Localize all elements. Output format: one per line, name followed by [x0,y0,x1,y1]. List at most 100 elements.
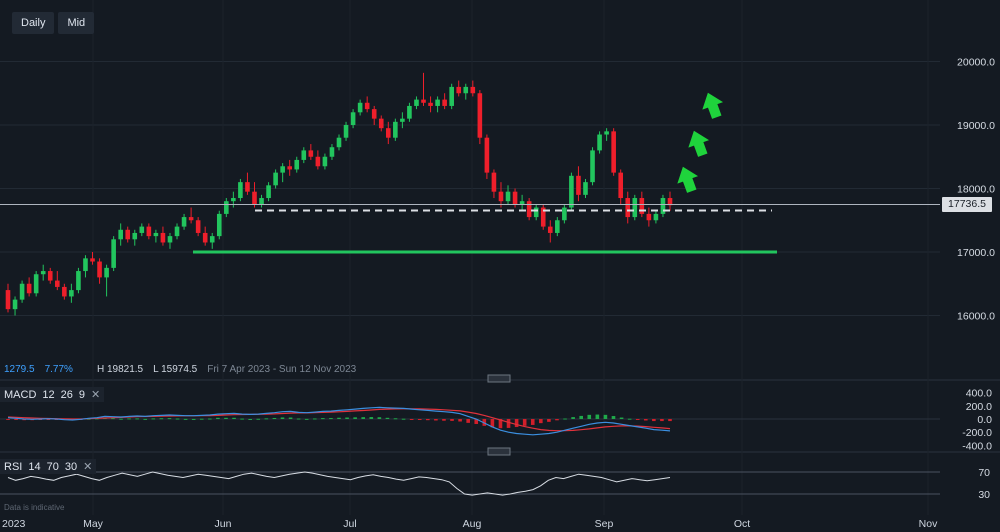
candle-body [484,137,490,173]
x-tick-label: Oct [734,518,750,530]
macd-histogram-bar [111,418,115,420]
candle-body [19,283,25,300]
candle-body [153,232,159,237]
macd-histogram-bar [369,417,374,419]
candle-body [540,207,546,227]
macd-param-slow: 26 [60,388,73,401]
macd-histogram-bar [442,419,446,421]
candle-body [5,290,11,310]
macd-histogram-bar [652,419,656,422]
candle-body [343,125,349,138]
candle-body [336,137,342,148]
candle-body [301,150,307,160]
macd-histogram-bar [14,419,18,420]
timeframe-toolbar: Daily Mid [12,12,95,34]
macd-label: MACD [4,388,37,401]
x-tick-label: Sep [595,518,614,530]
candle-body [646,213,652,221]
candle-body [463,86,469,94]
candle-body [273,172,278,186]
candle-body [533,207,539,218]
daily-button[interactable]: Daily [12,12,55,34]
candle-body [97,261,102,278]
candle-body [597,134,602,151]
candle-body [315,156,321,167]
macd-histogram-bar [587,414,592,419]
macd-histogram-bar [668,419,672,422]
macd-histogram-bar [329,418,333,420]
candle-body [139,226,145,233]
macd-histogram-bar [337,417,341,419]
macd-histogram-bar [208,418,212,420]
candle-body [245,182,250,192]
macd-histogram-bar [216,417,220,419]
candle-body [132,232,138,240]
macd-histogram-bar [191,418,196,420]
rsi-tick-label: 70 [978,467,990,479]
candle-body [667,198,673,206]
macd-param-signal: 9 [78,388,86,401]
price-tick-label: 20000.0 [957,57,995,69]
rsi-tick-label: 30 [978,489,990,501]
price-tick-label: 19000.0 [957,120,995,132]
up-arrow-icon [688,130,710,157]
macd-histogram-bar [167,418,172,420]
macd-histogram-bar [603,414,608,419]
candle-body [146,226,152,237]
macd-histogram-bar [466,419,470,423]
macd-histogram-bar [547,419,551,422]
macd-histogram-bar [288,417,293,419]
macd-close-icon[interactable]: ✕ [91,389,101,401]
macd-histogram-bar [46,419,51,420]
candle-body [470,86,476,94]
candle-body [329,147,335,157]
candle-body [519,201,525,205]
candle-body [632,198,638,218]
macd-histogram-bar [579,415,583,419]
macd-histogram-bar [409,419,414,420]
candle-body [364,102,370,110]
candle-body [456,86,462,94]
rsi-param-lower: 30 [64,460,78,473]
macd-histogram-bar [304,418,309,420]
macd-histogram-bar [498,419,503,429]
candle-body [400,118,405,122]
candle-body [505,191,511,202]
candle-body [491,172,497,192]
macd-histogram-bar [490,419,495,428]
candle-body [280,166,285,173]
macd-histogram-bar [199,418,204,420]
rsi-resize-handle [487,447,511,456]
candle-body [188,217,194,221]
candle-body [12,299,18,310]
candle-body [385,128,391,138]
candle-body [224,201,229,214]
candle-body [569,175,574,208]
candle-body [639,198,645,214]
rsi-close-icon[interactable]: ✕ [83,461,93,473]
macd-param-fast: 12 [42,388,55,401]
macd-legend: MACD 12 26 9 ✕ [0,387,105,402]
macd-histogram-bar [119,418,123,420]
candle-body [62,286,67,297]
candle-body [660,198,666,214]
candle-body [611,131,616,173]
macd-histogram-bar [248,419,252,420]
candle-body [111,239,116,268]
macd-histogram-bar [321,418,325,420]
candle-body [26,283,32,294]
macd-tick-label: 200.0 [966,401,992,413]
candle-body [477,93,483,138]
rsi-label: RSI [4,460,23,473]
up-arrow-icon [677,166,699,193]
macd-histogram-bar [563,418,567,420]
change-percent: 7.77% [44,364,73,375]
candle-body [618,172,624,199]
candle-body [604,131,609,135]
macd-histogram-bar [264,418,269,420]
mid-button[interactable]: Mid [58,12,95,34]
rsi-param-period: 14 [28,460,41,473]
